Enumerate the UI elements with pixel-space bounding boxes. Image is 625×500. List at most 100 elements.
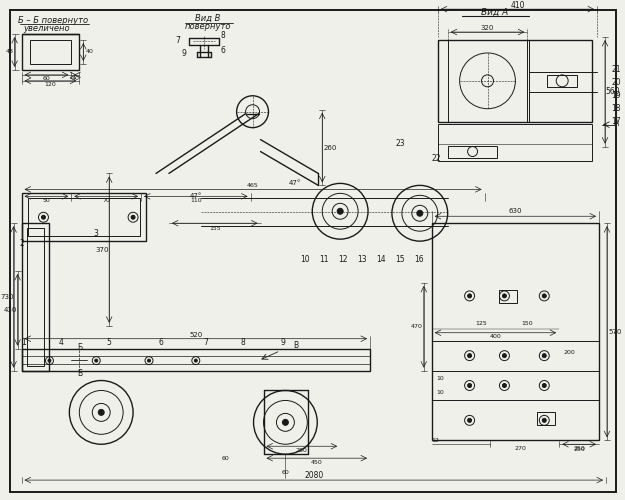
Text: 200: 200 xyxy=(563,350,575,355)
Bar xyxy=(22,223,49,370)
Text: 11: 11 xyxy=(319,254,329,264)
Text: 8: 8 xyxy=(240,338,245,347)
Text: 10: 10 xyxy=(301,254,310,264)
Circle shape xyxy=(48,359,51,362)
Circle shape xyxy=(98,410,104,416)
Text: Б: Б xyxy=(78,369,83,378)
Text: 430: 430 xyxy=(4,307,18,313)
Text: 12: 12 xyxy=(338,254,348,264)
Circle shape xyxy=(95,359,98,362)
Text: 260: 260 xyxy=(324,144,337,150)
Bar xyxy=(29,40,71,64)
Text: 2: 2 xyxy=(19,238,24,248)
Text: 150: 150 xyxy=(521,322,533,326)
Text: 465: 465 xyxy=(247,183,259,188)
Text: 18: 18 xyxy=(611,104,621,113)
Text: 14: 14 xyxy=(376,254,386,264)
Text: 120: 120 xyxy=(44,82,56,87)
Text: 9: 9 xyxy=(281,338,286,347)
Text: 12: 12 xyxy=(432,438,439,443)
Bar xyxy=(22,34,79,70)
Circle shape xyxy=(503,354,506,358)
Bar xyxy=(548,75,577,87)
Text: 6: 6 xyxy=(220,46,225,56)
Text: 520: 520 xyxy=(189,332,202,338)
Text: 10: 10 xyxy=(436,376,444,381)
Text: 450: 450 xyxy=(311,460,322,464)
Text: 10: 10 xyxy=(436,390,444,395)
Circle shape xyxy=(542,384,546,388)
Bar xyxy=(438,124,592,162)
Text: 17: 17 xyxy=(611,117,621,126)
Text: 250: 250 xyxy=(573,446,585,450)
Text: Вид В: Вид В xyxy=(195,14,221,22)
Text: 320: 320 xyxy=(481,25,494,31)
Text: 6: 6 xyxy=(159,338,163,347)
Bar xyxy=(22,348,370,370)
Text: 8: 8 xyxy=(220,30,225,40)
Circle shape xyxy=(131,216,135,219)
Bar xyxy=(448,146,498,158)
Circle shape xyxy=(503,294,506,298)
Text: 20: 20 xyxy=(611,78,621,88)
Text: 9: 9 xyxy=(181,50,186,58)
Bar xyxy=(22,356,370,364)
Text: 470: 470 xyxy=(411,324,422,330)
Text: 2080: 2080 xyxy=(304,470,323,480)
Text: 16: 16 xyxy=(414,254,424,264)
Text: 15: 15 xyxy=(395,254,405,264)
Text: Б: Б xyxy=(78,343,83,352)
Text: 730: 730 xyxy=(1,294,14,300)
Text: 47°: 47° xyxy=(189,194,202,200)
Text: повернуто: повернуто xyxy=(184,22,231,30)
Circle shape xyxy=(41,216,46,219)
Text: 60: 60 xyxy=(222,456,229,460)
Text: 21: 21 xyxy=(611,66,621,74)
Text: 50: 50 xyxy=(42,198,51,203)
Circle shape xyxy=(503,384,506,388)
Text: Вид А: Вид А xyxy=(481,8,508,16)
Text: 250: 250 xyxy=(573,446,585,452)
Circle shape xyxy=(468,384,472,388)
Text: 40: 40 xyxy=(86,50,93,54)
Text: 5: 5 xyxy=(107,338,112,347)
Text: 48: 48 xyxy=(6,50,14,54)
Bar xyxy=(28,198,140,236)
Circle shape xyxy=(468,354,472,358)
Text: А: А xyxy=(614,119,619,128)
Bar xyxy=(438,40,592,121)
Circle shape xyxy=(417,210,422,216)
Bar xyxy=(538,412,555,426)
Bar xyxy=(499,290,518,303)
Text: 19: 19 xyxy=(611,92,621,100)
Text: 60: 60 xyxy=(281,470,289,474)
Text: увеличено: увеличено xyxy=(23,24,70,32)
Text: 22: 22 xyxy=(432,154,441,163)
Text: 125: 125 xyxy=(476,322,488,326)
Text: В: В xyxy=(292,341,298,350)
Circle shape xyxy=(542,294,546,298)
Text: 40: 40 xyxy=(71,76,79,82)
Circle shape xyxy=(468,418,472,422)
Text: 4: 4 xyxy=(59,338,64,347)
Bar xyxy=(22,194,146,241)
Text: 47°: 47° xyxy=(289,180,301,186)
Text: 560: 560 xyxy=(606,88,620,96)
Circle shape xyxy=(148,359,151,362)
Text: 70: 70 xyxy=(102,198,110,203)
Circle shape xyxy=(194,359,198,362)
Text: 410: 410 xyxy=(510,0,524,10)
Circle shape xyxy=(542,354,546,358)
Text: 1: 1 xyxy=(21,338,26,347)
Text: Б – Б повернуто: Б – Б повернуто xyxy=(18,16,89,24)
Text: 370: 370 xyxy=(96,246,109,252)
Text: 13: 13 xyxy=(357,254,367,264)
Bar xyxy=(26,228,44,366)
Text: 400: 400 xyxy=(489,334,501,339)
Text: 280: 280 xyxy=(296,448,308,452)
Text: 630: 630 xyxy=(509,208,522,214)
Text: 3: 3 xyxy=(94,228,99,237)
Text: 155: 155 xyxy=(209,226,221,230)
Text: 23: 23 xyxy=(395,139,405,148)
Bar xyxy=(432,223,599,440)
